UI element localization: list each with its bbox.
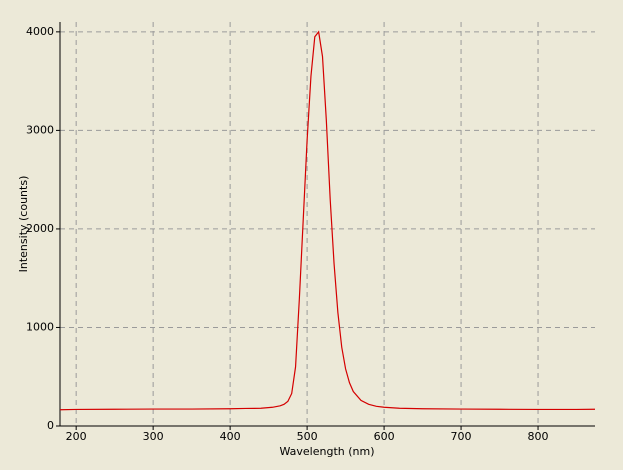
x-tick-label: 800: [528, 430, 549, 443]
y-axis-label: Intensity (counts): [17, 176, 30, 273]
x-tick-label: 400: [220, 430, 241, 443]
y-tick-label: 2000: [26, 222, 54, 235]
x-tick-label: 600: [374, 430, 395, 443]
y-tick-label: 3000: [26, 123, 54, 136]
y-tick-label: 4000: [26, 25, 54, 38]
y-tick-label: 0: [47, 419, 54, 432]
x-tick-label: 300: [143, 430, 164, 443]
x-tick-label: 200: [66, 430, 87, 443]
x-tick-label: 500: [297, 430, 318, 443]
x-axis-label: Wavelength (nm): [279, 445, 374, 458]
line: [59, 30, 596, 411]
y-tick-label: 1000: [26, 320, 54, 333]
x-tick-label: 700: [451, 430, 472, 443]
